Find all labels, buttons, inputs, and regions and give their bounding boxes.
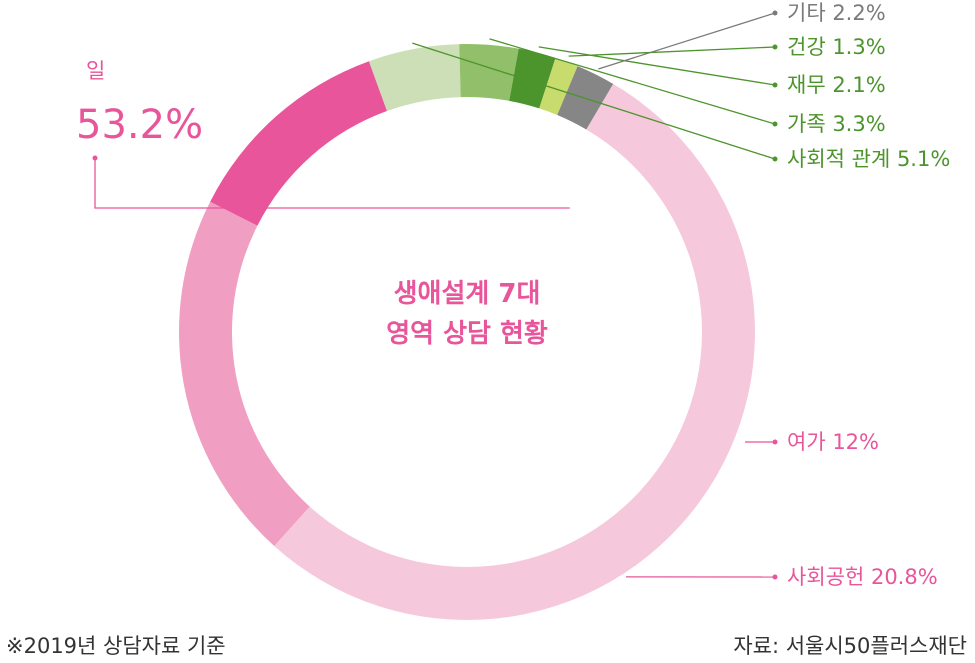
leader-dot-여가	[772, 439, 778, 445]
leader-lines	[92, 10, 778, 580]
slice-일	[274, 83, 756, 621]
donut-slices	[179, 44, 756, 621]
slice-labels: 사회공헌 20.8% 여가 12% 사회적 관계 5.1% 가족 3.3% 재무 2.1…	[76, 1, 950, 589]
label-il-name: 일	[86, 59, 105, 83]
chart-title-line-2: 영역 상담 현황	[386, 319, 548, 349]
source-note: 자료: 서울시50플러스재단	[733, 634, 967, 658]
leader-사회적-관계	[412, 42, 776, 160]
leader-기타	[598, 12, 776, 70]
leader-dot-재무	[772, 82, 778, 88]
label-사회적-관계: 사회적 관계 5.1%	[787, 147, 950, 171]
leader-가족	[489, 38, 776, 125]
label-여가: 여가 12%	[787, 430, 879, 454]
label-재무: 재무 2.1%	[787, 73, 886, 97]
leader-dot-사회적-관계	[772, 156, 778, 162]
label-il-value: 53.2%	[76, 102, 203, 148]
label-건강: 건강 1.3%	[787, 35, 886, 59]
slice-건강	[539, 57, 578, 116]
leader-dot-기타	[772, 10, 778, 16]
leader-dot-사회공헌	[772, 574, 778, 580]
leader-건강	[568, 46, 776, 57]
footnote: ※2019년 상담자료 기준	[6, 634, 226, 658]
label-가족: 가족 3.3%	[787, 112, 886, 136]
slice-여가	[210, 61, 388, 226]
leader-dot-il	[92, 155, 98, 161]
leader-dot-가족	[772, 121, 778, 127]
label-기타: 기타 2.2%	[787, 1, 886, 25]
label-사회공헌: 사회공헌 20.8%	[787, 565, 938, 589]
slice-사회공헌	[179, 201, 310, 546]
slice-가족	[459, 44, 519, 101]
slice-재무	[509, 48, 556, 109]
leader-dot-건강	[772, 44, 778, 50]
leader-il	[94, 158, 570, 209]
leader-재무	[538, 46, 776, 86]
chart-title-line-1: 생애설계 7대	[394, 279, 541, 309]
slice-사회적-관계	[368, 44, 461, 112]
